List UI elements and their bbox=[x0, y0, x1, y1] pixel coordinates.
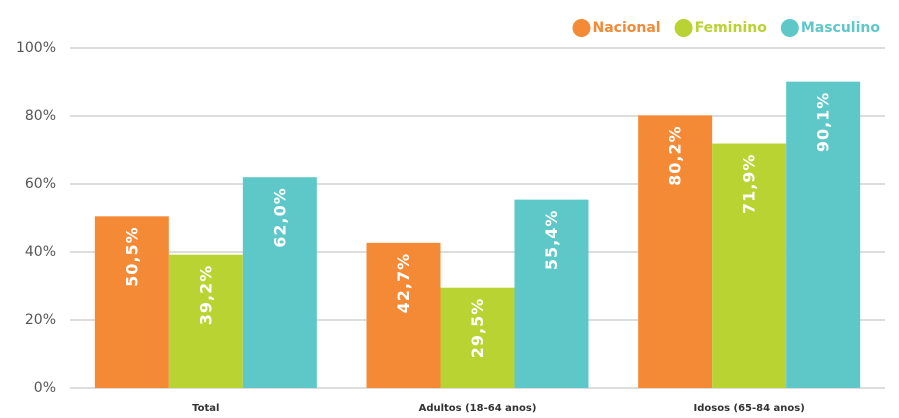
x-tick-label: Adultos (18-64 anos) bbox=[419, 403, 537, 414]
legend-label: Feminino bbox=[695, 20, 768, 36]
bar bbox=[94, 216, 169, 388]
data-label: 71,9% bbox=[740, 154, 759, 215]
bar bbox=[638, 115, 713, 388]
legend-swatch bbox=[572, 19, 591, 37]
data-label: 42,7% bbox=[394, 253, 413, 314]
y-tick-label: 20% bbox=[25, 312, 56, 328]
y-tick-label: 40% bbox=[25, 244, 56, 260]
bar bbox=[786, 81, 861, 388]
bar bbox=[712, 143, 787, 388]
data-label: 29,5% bbox=[468, 298, 487, 359]
legend-swatch bbox=[674, 19, 693, 37]
y-tick-label: 60% bbox=[25, 176, 56, 192]
bar bbox=[366, 242, 441, 388]
data-label: 39,2% bbox=[196, 265, 215, 326]
x-tick-label: Idosos (65-84 anos) bbox=[694, 403, 805, 414]
bar bbox=[514, 199, 589, 388]
bar bbox=[242, 177, 317, 388]
x-tick-label: Total bbox=[192, 403, 219, 414]
data-label: 55,4% bbox=[542, 210, 561, 271]
data-label: 90,1% bbox=[814, 92, 833, 153]
bar bbox=[440, 287, 515, 388]
data-label: 62,0% bbox=[270, 187, 289, 248]
data-label: 80,2% bbox=[666, 125, 685, 186]
data-label: 50,5% bbox=[122, 226, 141, 287]
bar bbox=[168, 254, 243, 388]
y-tick-label: 100% bbox=[16, 40, 56, 56]
y-tick-label: 80% bbox=[25, 108, 56, 124]
y-tick-label: 0% bbox=[34, 380, 56, 396]
legend-label: Masculino bbox=[801, 20, 881, 36]
legend-label: Nacional bbox=[593, 20, 661, 36]
legend-swatch bbox=[780, 19, 799, 37]
